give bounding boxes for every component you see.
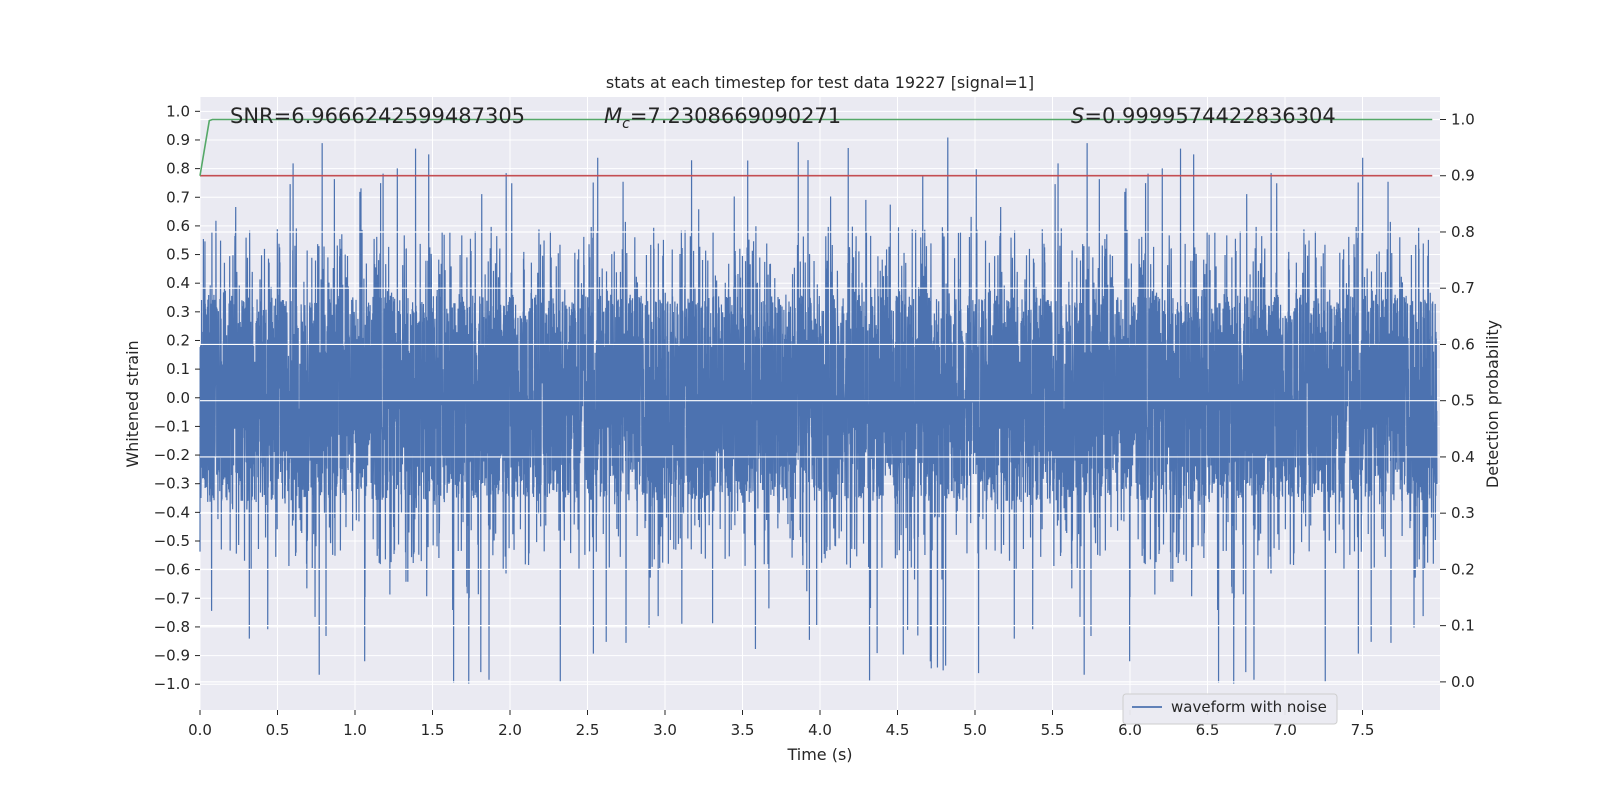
x-tick-label: 7.5 <box>1351 721 1375 739</box>
y-tick-label: 0.3 <box>166 303 190 321</box>
y2-axis-label: Detection probability <box>1483 320 1502 488</box>
s-value: =0.9999574422836304 <box>1084 104 1335 128</box>
x-tick-label: 0.0 <box>188 721 212 739</box>
y2-tick-label: 0.3 <box>1451 504 1475 522</box>
y-tick-label: −0.1 <box>154 417 190 435</box>
x-tick-label: 1.0 <box>343 721 367 739</box>
x-tick-label: 1.5 <box>421 721 445 739</box>
y2-tick-label: 0.4 <box>1451 448 1475 466</box>
x-tick-label: 4.5 <box>886 721 910 739</box>
legend-label-waveform: waveform with noise <box>1171 698 1327 716</box>
y2-tick-label: 1.0 <box>1451 110 1475 128</box>
y-tick-label: 0.9 <box>166 131 190 149</box>
y-tick-label: 0.8 <box>166 160 190 178</box>
y2-axis-ticks: 1.0 0.9 0.8 0.7 0.6 0.5 0.4 0.3 0.2 0.1 0.0 <box>1440 110 1475 691</box>
x-tick-label: 2.0 <box>498 721 522 739</box>
y-tick-label: −0.7 <box>154 589 190 607</box>
y2-tick-label: 0.1 <box>1451 617 1475 635</box>
x-tick-label: 5.0 <box>963 721 987 739</box>
x-tick-label: 6.0 <box>1118 721 1142 739</box>
y2-tick-label: 0.0 <box>1451 673 1475 691</box>
y-axis-label: Whitened strain <box>123 340 142 467</box>
y-tick-label: −1.0 <box>154 675 190 693</box>
x-tick-label: 7.0 <box>1273 721 1297 739</box>
y2-tick-label: 0.5 <box>1451 392 1475 410</box>
y2-tick-label: 0.2 <box>1451 560 1475 578</box>
x-axis-label: Time (s) <box>786 745 852 764</box>
y2-tick-label: 0.9 <box>1451 167 1475 185</box>
x-axis-ticks: 0.0 0.5 1.0 1.5 2.0 2.5 3.0 3.5 4.0 4.5 5.0 5.5 6.0 6… <box>188 710 1374 739</box>
legend: waveform with noise <box>1122 693 1338 725</box>
y-tick-label: −0.8 <box>154 618 190 636</box>
y-tick-label: −0.3 <box>154 475 190 493</box>
x-tick-label: 0.5 <box>266 721 290 739</box>
x-tick-label: 2.5 <box>576 721 600 739</box>
y2-tick-label: 0.8 <box>1451 223 1475 241</box>
probability-series <box>199 118 1440 683</box>
y-tick-label: −0.9 <box>154 647 190 665</box>
y-tick-label: −0.6 <box>154 561 190 579</box>
y-tick-label: 0.1 <box>166 360 190 378</box>
y-tick-label: 0.6 <box>166 217 190 235</box>
y-tick-label: 0.7 <box>166 188 190 206</box>
x-tick-label: 3.0 <box>653 721 677 739</box>
waveform-line <box>199 137 1438 684</box>
y-tick-label: 0.2 <box>166 331 190 349</box>
x-tick-label: 3.5 <box>731 721 755 739</box>
y-tick-label: 0.5 <box>166 246 190 264</box>
legend-box <box>1122 693 1338 725</box>
y-tick-label: 1.0 <box>166 102 190 120</box>
detection-probability-line <box>199 118 1433 176</box>
snr-annotation: SNR=6.9666242599487305 <box>230 104 525 128</box>
y-tick-label: −0.2 <box>154 446 190 464</box>
y2-tick-label: 0.6 <box>1451 335 1475 353</box>
x-tick-label: 4.0 <box>808 721 832 739</box>
chirp-mass-symbol: M <box>604 104 622 128</box>
x-tick-label: 5.5 <box>1041 721 1065 739</box>
y-tick-label: 0.0 <box>166 389 190 407</box>
chirp-mass-annotation: Mc=7.2308669090271 <box>604 104 841 132</box>
y-tick-label: −0.5 <box>154 532 190 550</box>
s-annotation: S=0.9999574422836304 <box>1071 104 1336 128</box>
chirp-mass-value: =7.2308669090271 <box>630 104 841 128</box>
s-symbol: S <box>1071 104 1084 128</box>
waveform-series <box>199 137 1438 684</box>
y2-tick-label: 0.7 <box>1451 279 1475 297</box>
chart-title: stats at each timestep for test data 192… <box>606 73 1034 92</box>
y-tick-label: −0.4 <box>154 503 190 521</box>
y-axis-ticks: 1.0 0.9 0.8 0.7 0.6 0.5 0.4 0.3 0.2 0.1 0.0 −0.1 −0.… <box>154 102 200 693</box>
chirp-mass-subscript: c <box>622 116 630 132</box>
y-tick-label: 0.4 <box>166 274 190 292</box>
x-tick-label: 6.5 <box>1196 721 1220 739</box>
